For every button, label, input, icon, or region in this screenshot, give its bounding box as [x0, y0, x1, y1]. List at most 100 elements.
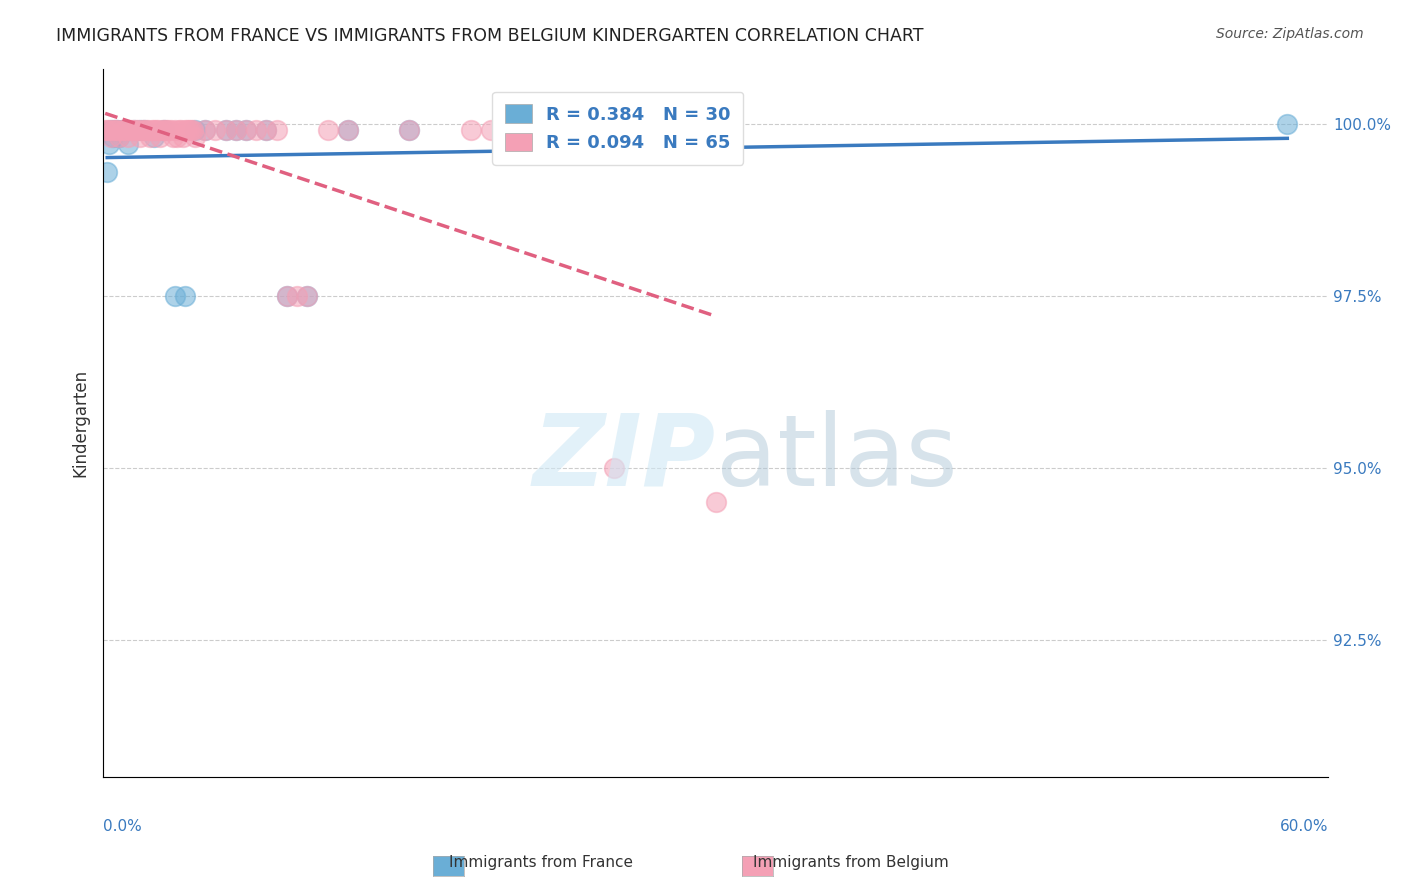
Point: [297, 288, 319, 302]
Point: [114, 123, 136, 137]
Point: [194, 123, 217, 137]
Point: [180, 123, 202, 137]
Point: [136, 123, 159, 137]
Point: [108, 130, 131, 145]
Point: [184, 123, 207, 137]
Point: [148, 123, 170, 137]
Point: [163, 123, 186, 137]
Point: [103, 123, 125, 137]
Point: [96, 123, 118, 137]
Point: [167, 123, 190, 137]
Point: [159, 123, 181, 137]
Text: 0.0%: 0.0%: [103, 819, 142, 834]
Text: ZIP: ZIP: [533, 410, 716, 507]
Point: [704, 495, 727, 509]
Point: [132, 123, 155, 137]
Point: [501, 123, 523, 137]
Point: [176, 123, 198, 137]
Point: [108, 130, 131, 145]
Point: [172, 130, 194, 145]
Point: [162, 130, 184, 145]
Point: [235, 123, 257, 137]
Point: [704, 123, 727, 137]
Point: [94, 123, 117, 137]
Point: [177, 123, 200, 137]
Point: [337, 123, 360, 137]
Point: [128, 123, 150, 137]
Point: [398, 123, 420, 137]
Point: [107, 123, 129, 137]
Point: [117, 130, 139, 145]
Point: [173, 123, 195, 137]
Text: 60.0%: 60.0%: [1279, 819, 1329, 834]
Point: [143, 123, 166, 137]
Point: [276, 288, 298, 302]
Point: [297, 288, 319, 302]
Point: [132, 123, 155, 137]
Point: [103, 130, 125, 145]
Point: [245, 123, 267, 137]
Point: [316, 123, 339, 137]
Point: [541, 123, 564, 137]
Point: [96, 165, 118, 179]
Point: [98, 137, 121, 152]
Point: [100, 130, 122, 145]
Point: [118, 123, 141, 137]
Point: [501, 123, 523, 137]
Point: [398, 123, 420, 137]
Point: [110, 123, 132, 137]
Point: [145, 123, 167, 137]
Point: [214, 123, 236, 137]
Point: [157, 123, 180, 137]
Point: [194, 123, 217, 137]
Point: [184, 130, 207, 145]
Point: [256, 123, 278, 137]
Point: [602, 460, 624, 475]
Point: [107, 123, 129, 137]
Point: [122, 123, 145, 137]
Point: [256, 123, 278, 137]
Point: [121, 123, 143, 137]
Point: [153, 123, 176, 137]
Point: [104, 123, 127, 137]
Text: Immigrants from Belgium: Immigrants from Belgium: [752, 855, 949, 870]
Point: [150, 123, 173, 137]
Point: [149, 130, 172, 145]
Point: [276, 288, 298, 302]
Text: Source: ZipAtlas.com: Source: ZipAtlas.com: [1216, 27, 1364, 41]
Point: [143, 130, 166, 145]
Point: [141, 123, 163, 137]
Point: [173, 288, 195, 302]
Point: [266, 123, 288, 137]
Point: [110, 123, 132, 137]
Point: [181, 123, 204, 137]
Point: [235, 123, 257, 137]
Point: [225, 123, 247, 137]
Text: atlas: atlas: [716, 410, 957, 507]
Point: [122, 123, 145, 137]
Point: [128, 130, 150, 145]
Point: [285, 288, 308, 302]
Point: [460, 123, 482, 137]
Point: [112, 123, 135, 137]
Text: IMMIGRANTS FROM FRANCE VS IMMIGRANTS FROM BELGIUM KINDERGARTEN CORRELATION CHART: IMMIGRANTS FROM FRANCE VS IMMIGRANTS FRO…: [56, 27, 924, 45]
Point: [135, 123, 157, 137]
Point: [117, 137, 139, 152]
Point: [337, 123, 360, 137]
Point: [100, 123, 122, 137]
Text: Immigrants from France: Immigrants from France: [450, 855, 633, 870]
Point: [163, 288, 186, 302]
Point: [1277, 117, 1299, 131]
Point: [479, 123, 502, 137]
Point: [153, 123, 176, 137]
Point: [98, 123, 121, 137]
Point: [139, 130, 162, 145]
Point: [125, 123, 148, 137]
Point: [155, 123, 177, 137]
Point: [214, 123, 236, 137]
Point: [170, 123, 193, 137]
Point: [131, 123, 153, 137]
Legend: R = 0.384   N = 30, R = 0.094   N = 65: R = 0.384 N = 30, R = 0.094 N = 65: [492, 92, 744, 165]
Point: [225, 123, 247, 137]
Point: [166, 130, 188, 145]
